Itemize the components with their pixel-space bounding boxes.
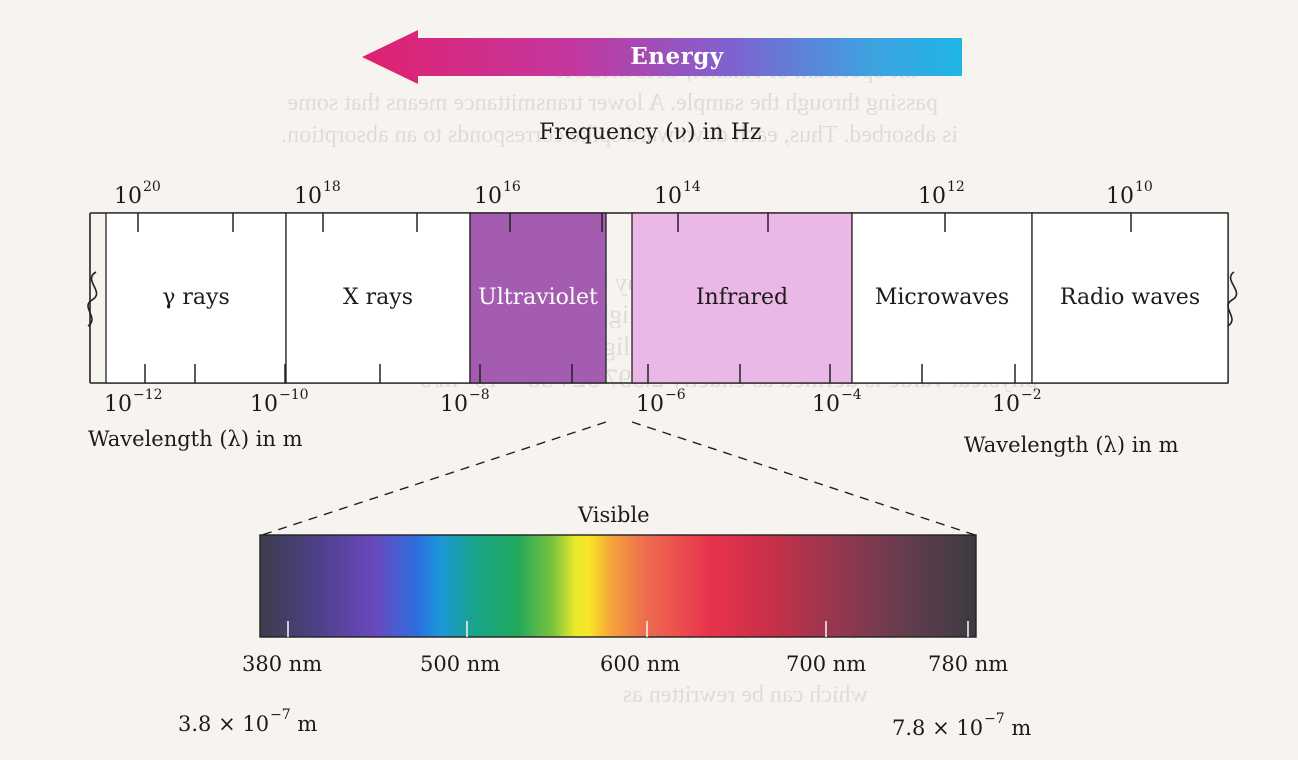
energy-arrow xyxy=(362,30,962,84)
region-label-gamma: γ rays xyxy=(162,285,230,310)
wavelength-tick-label: 10−4 xyxy=(812,387,862,417)
frequency-tick-label: 1012 xyxy=(918,179,965,209)
region-microwave-cell xyxy=(851,212,1033,384)
wavelength-tick-label: 10−2 xyxy=(992,387,1042,417)
region-label-xray: X rays xyxy=(342,285,413,310)
left-break-mark xyxy=(87,271,98,327)
region-label-infrared: Infrared xyxy=(695,285,789,310)
wavelength-tick-label: 10−8 xyxy=(440,387,490,417)
frequency-tick-label: 1010 xyxy=(1106,179,1153,209)
visible-tick-marks xyxy=(287,621,969,637)
region-label-ultraviolet: Ultraviolet xyxy=(478,285,598,310)
region-ultraviolet-cell xyxy=(469,212,607,384)
visible-spectrum-band xyxy=(259,534,977,638)
wavelength-tick-label: 10−10 xyxy=(250,387,309,417)
region-xray-cell xyxy=(285,212,471,384)
wavelength-axis-title-right: Wavelength (λ) in m xyxy=(964,433,1179,457)
frequency-tick-label: 1014 xyxy=(654,179,701,209)
region-label-microwave: Microwaves xyxy=(874,285,1010,310)
region-label-radio: Radio waves xyxy=(1059,285,1201,310)
wavelength-axis-title-left: Wavelength (λ) in m xyxy=(88,427,303,451)
energy-arrow-label: Energy xyxy=(630,43,724,70)
visible-low-meters: 3.8 × 10−7 m xyxy=(178,707,318,736)
frequency-axis-title: Frequency (ν) in Hz xyxy=(539,120,762,145)
region-gamma-cell xyxy=(105,212,287,384)
wavelength-tick-marks xyxy=(144,364,1016,383)
wavelength-tick-label: 10−12 xyxy=(104,387,163,417)
wavelength-tick-label: 10−6 xyxy=(636,387,686,417)
frequency-tick-label: 1020 xyxy=(114,179,161,209)
frequency-tick-marks xyxy=(137,213,1132,232)
visible-tick-label: 500 nm xyxy=(420,652,501,676)
frequency-tick-label: 1016 xyxy=(474,179,521,209)
region-radio-cell xyxy=(1031,212,1229,384)
visible-tick-label: 600 nm xyxy=(600,652,681,676)
visible-high-meters: 7.8 × 10−7 m xyxy=(892,711,1032,740)
visible-guide-left xyxy=(261,421,607,536)
region-infrared-cell xyxy=(631,212,853,384)
visible-guide-right xyxy=(631,421,976,536)
visible-title: Visible xyxy=(578,503,650,527)
visible-tick-label: 780 nm xyxy=(928,652,1009,676)
frequency-tick-label: 1018 xyxy=(294,179,341,209)
visible-tick-label: 380 nm xyxy=(242,652,323,676)
right-break-mark xyxy=(1227,271,1238,327)
visible-tick-label: 700 nm xyxy=(786,652,867,676)
